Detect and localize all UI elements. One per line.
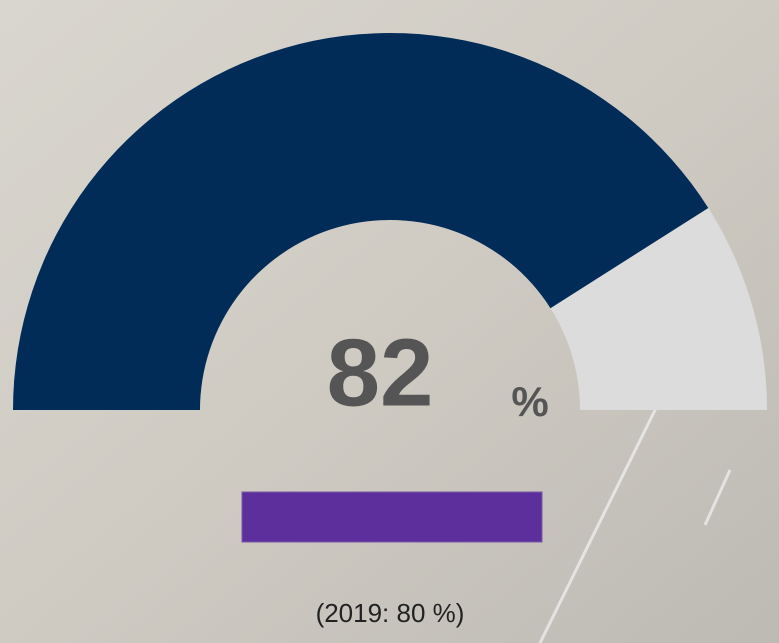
indicator-bar [242, 492, 542, 542]
chart: 82 % (2019: 80 %) [0, 0, 779, 643]
gauge-value: 82 [327, 319, 434, 426]
gauge-unit: % [511, 378, 548, 425]
previous-note: (2019: 80 %) [316, 598, 465, 628]
